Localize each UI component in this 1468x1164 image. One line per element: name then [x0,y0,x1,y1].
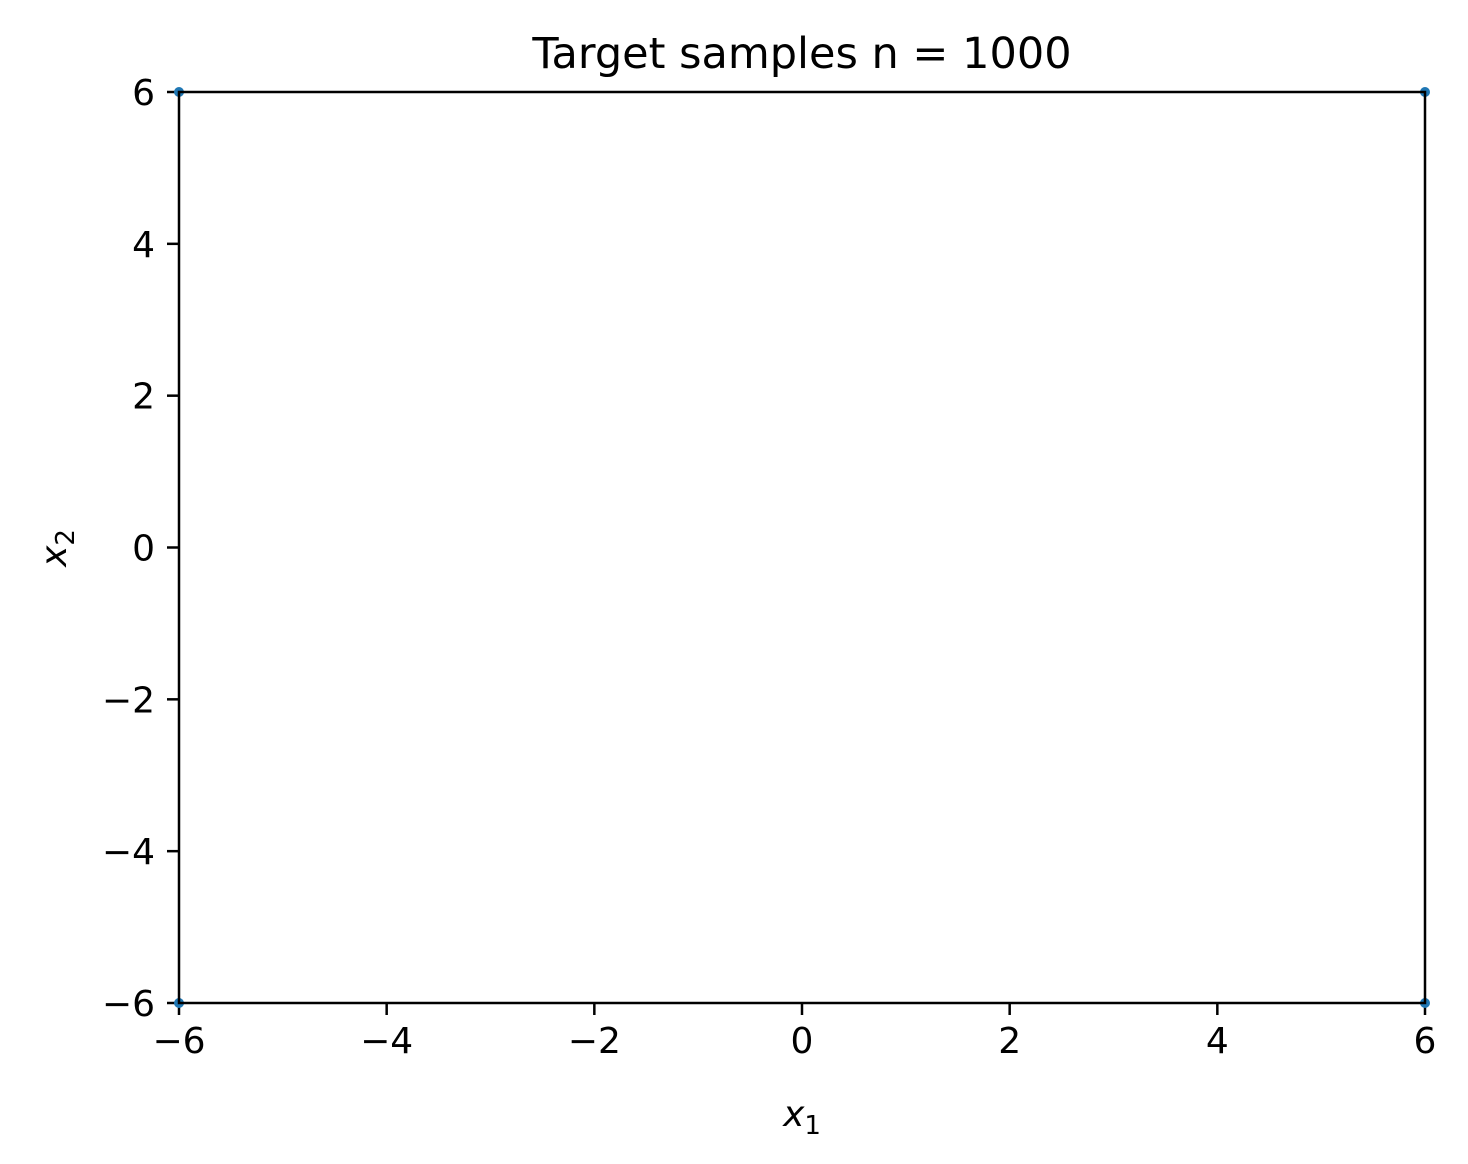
y-axis-label-sub: 2 [51,529,81,546]
y-tick-label: −6 [102,984,155,1025]
x-axis-label-base: x [782,1094,805,1135]
x-tick-label: 6 [1414,1021,1437,1062]
tick-layer: −6 −4 −2 0 2 4 6 −6 −4 −2 0 2 4 6 [102,73,1437,1062]
x-tick-label: −2 [568,1021,621,1062]
x-axis-label: x1 [782,1094,821,1141]
y-tick-label: 0 [132,529,155,570]
x-tick-label: 0 [791,1021,814,1062]
x-axis-label-sub: 1 [804,1111,821,1141]
chart-title: Target samples n = 1000 [531,29,1071,79]
y-tick-label: 4 [132,225,155,266]
x-tick-label: −6 [152,1021,205,1062]
point-layer [174,87,1430,1008]
y-tick-label: 2 [132,377,155,418]
x-tick-label: 4 [1206,1021,1229,1062]
plot-area-frame [177,90,1427,1005]
x-tick-label: −4 [360,1021,413,1062]
y-tick-label: −4 [102,832,155,873]
y-tick-label: 6 [132,73,155,114]
y-axis-label: x2 [34,529,81,568]
y-axis-label-base: x [34,545,75,568]
x-tick-label: 2 [998,1021,1021,1062]
y-tick-label: −2 [102,680,155,721]
